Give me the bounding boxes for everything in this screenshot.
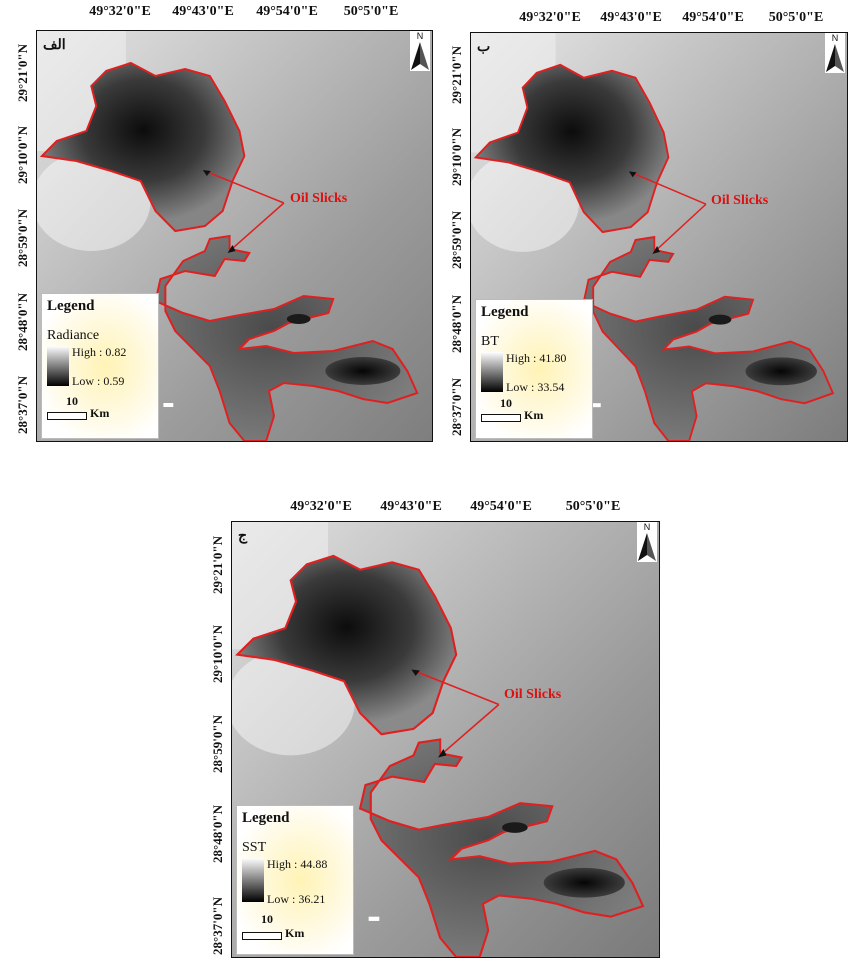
scale-value: 10 [500, 396, 512, 410]
longitude-label: 49°43'0"E [380, 499, 442, 514]
scale-unit: Km [285, 926, 305, 940]
longitude-label: 49°43'0"E [172, 4, 234, 19]
legend-variable: SST [242, 840, 267, 855]
legend: Legend BT High : 41.80 Low : 33.54 10 Km [475, 299, 593, 439]
map-panel-c: 49°32'0"E 49°43'0"E 49°54'0"E 50°5'0"E 2… [205, 495, 660, 958]
scale-bar [242, 932, 282, 940]
latitude-label: 29°10'0"N [15, 126, 30, 184]
panel-label: ب [477, 40, 491, 55]
scale-bar [481, 414, 521, 422]
latitude-label: 28°48'0"N [449, 295, 464, 353]
north-label: N [416, 31, 424, 41]
panel-label: الف [43, 38, 66, 53]
oil-slicks-annotation: Oil Slicks [504, 687, 562, 702]
longitude-label: 50°5'0"E [343, 4, 399, 19]
longitude-axis: 49°32'0"E 49°43'0"E 49°54'0"E 50°5'0"E [231, 495, 660, 521]
latitude-label: 28°59'0"N [15, 209, 30, 267]
latitude-label: 28°37'0"N [210, 897, 225, 955]
north-arrow: N [637, 522, 657, 562]
legend-high: High : 0.82 [72, 345, 127, 359]
latitude-label: 29°21'0"N [449, 46, 464, 104]
map-frame: ج N Oil Slicks Legend SST High : 44.88 L… [231, 521, 660, 958]
legend-title: Legend [242, 810, 290, 826]
map-frame: الف N Oil Slicks Legend Radiance High : … [36, 30, 433, 442]
scale-bar [47, 412, 87, 420]
latitude-label: 28°59'0"N [449, 211, 464, 269]
oil-slicks-annotation: Oil Slicks [290, 191, 348, 206]
longitude-label: 49°32'0"E [290, 499, 352, 514]
north-arrow: N [825, 33, 845, 73]
longitude-label: 49°32'0"E [89, 4, 151, 19]
legend-title: Legend [47, 298, 95, 314]
longitude-axis: 49°32'0"E 49°43'0"E 49°54'0"E 50°5'0"E [36, 0, 433, 26]
latitude-label: 28°48'0"N [15, 293, 30, 351]
legend-color-ramp [242, 858, 264, 902]
north-label: N [831, 33, 839, 43]
latitude-label: 28°48'0"N [210, 805, 225, 863]
legend-variable: BT [481, 334, 499, 349]
oil-slicks-annotation: Oil Slicks [711, 193, 769, 208]
longitude-label: 49°43'0"E [600, 10, 662, 25]
scale-unit: Km [524, 408, 544, 422]
legend-high: High : 44.88 [267, 857, 328, 871]
latitude-axis: 29°21'0"N 29°10'0"N 28°59'0"N 28°48'0"N … [205, 521, 231, 956]
latitude-label: 28°37'0"N [449, 378, 464, 436]
north-label: N [643, 522, 651, 532]
legend: Legend SST High : 44.88 Low : 36.21 10 K… [236, 805, 354, 955]
longitude-axis: 49°32'0"E 49°43'0"E 49°54'0"E 50°5'0"E [470, 6, 848, 32]
north-arrow: N [410, 31, 430, 71]
legend-low: Low : 36.21 [267, 892, 326, 906]
latitude-label: 28°37'0"N [15, 376, 30, 434]
longitude-label: 49°32'0"E [519, 10, 581, 25]
north-arrow-icon [826, 44, 844, 72]
legend-color-ramp [481, 352, 503, 392]
longitude-label: 50°5'0"E [565, 499, 621, 514]
panel-label: ج [238, 529, 248, 544]
latitude-label: 29°21'0"N [15, 44, 30, 102]
scale-unit: Km [90, 406, 110, 420]
north-arrow-icon [411, 42, 429, 70]
legend-low: Low : 33.54 [506, 380, 565, 394]
map-panel-b: 49°32'0"E 49°43'0"E 49°54'0"E 50°5'0"E 2… [444, 6, 850, 446]
legend-variable: Radiance [47, 328, 100, 343]
latitude-label: 29°21'0"N [210, 536, 225, 594]
legend-color-ramp [47, 346, 69, 386]
latitude-axis: 29°21'0"N 29°10'0"N 28°59'0"N 28°48'0"N … [10, 30, 36, 440]
latitude-label: 29°10'0"N [210, 625, 225, 683]
scale-value: 10 [261, 912, 273, 926]
latitude-label: 29°10'0"N [449, 128, 464, 186]
longitude-label: 49°54'0"E [470, 499, 532, 514]
latitude-axis: 29°21'0"N 29°10'0"N 28°59'0"N 28°48'0"N … [444, 32, 470, 442]
legend: Legend Radiance High : 0.82 Low : 0.59 1… [41, 293, 159, 439]
legend-high: High : 41.80 [506, 351, 567, 365]
longitude-label: 50°5'0"E [768, 10, 824, 25]
scale-value: 10 [66, 394, 78, 408]
map-frame: ب N Oil Slicks Legend BT High : 41.80 Lo… [470, 32, 848, 442]
map-panel-a: 49°32'0"E 49°43'0"E 49°54'0"E 50°5'0"E 2… [10, 0, 435, 445]
north-arrow-icon [638, 533, 656, 561]
longitude-label: 49°54'0"E [682, 10, 744, 25]
legend-title: Legend [481, 304, 529, 320]
longitude-label: 49°54'0"E [256, 4, 318, 19]
latitude-label: 28°59'0"N [210, 715, 225, 773]
legend-low: Low : 0.59 [72, 374, 125, 388]
